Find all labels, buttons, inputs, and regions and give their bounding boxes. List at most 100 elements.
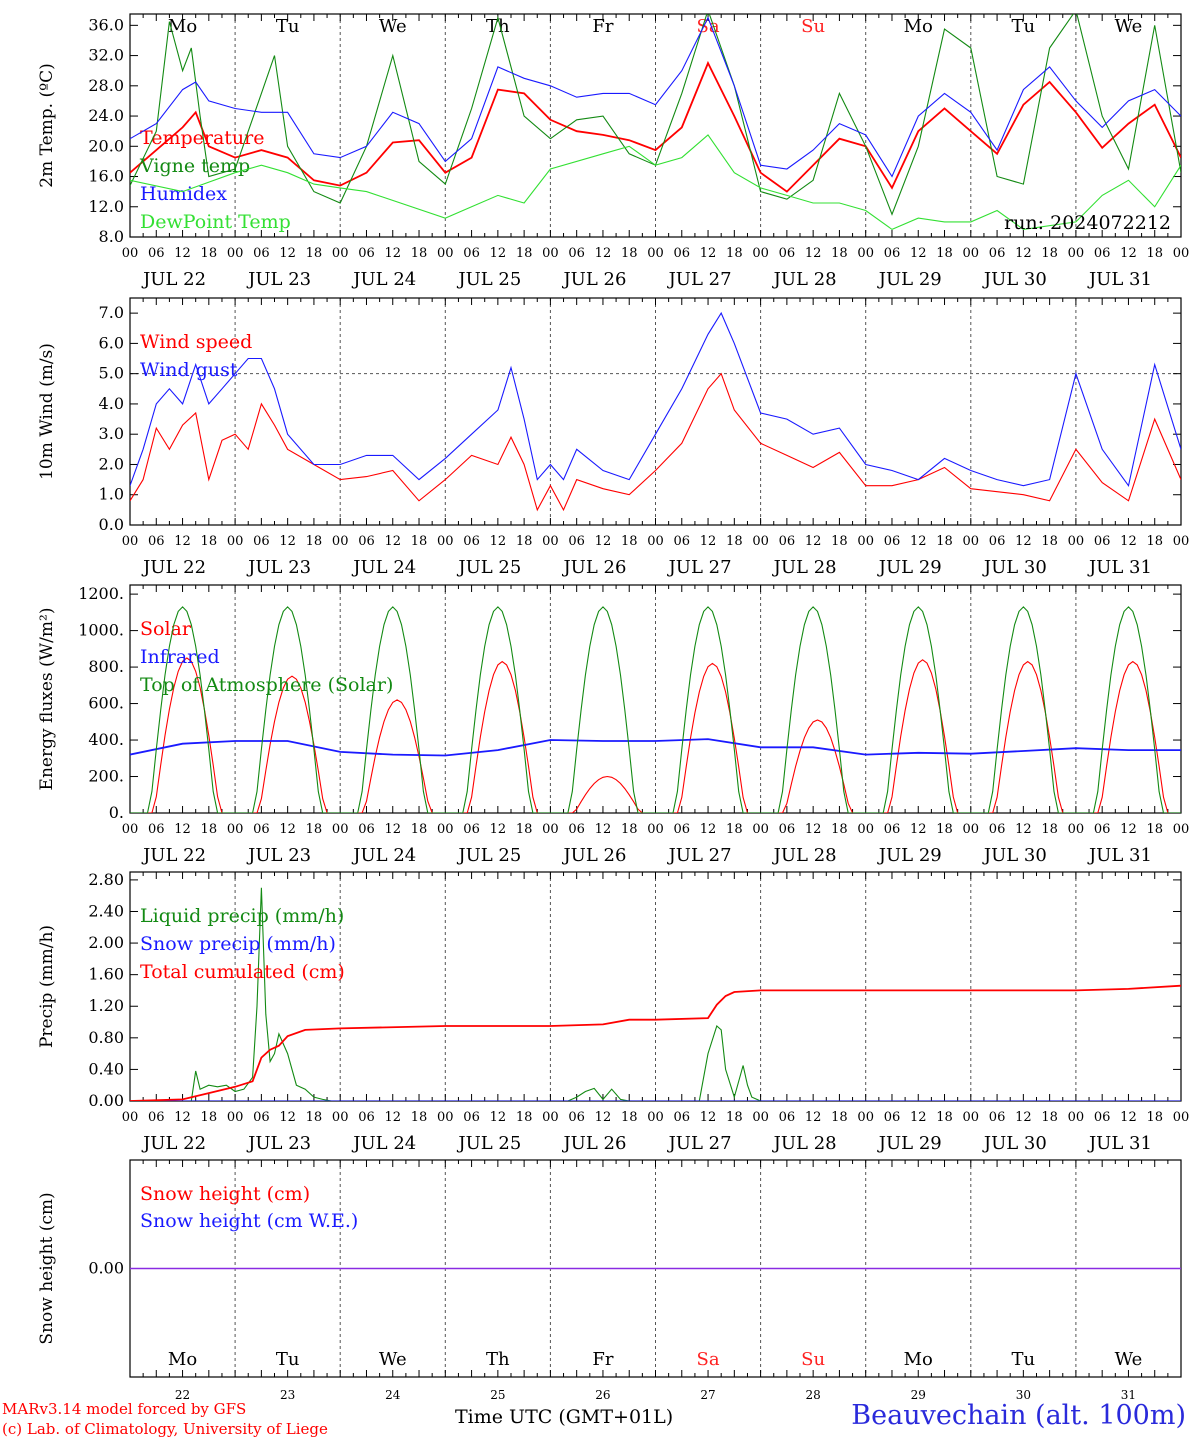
y-axis-label: Snow height (cm) <box>37 1192 57 1344</box>
hour-tick-label: 06 <box>148 534 165 549</box>
y-tick-label: 0.80 <box>88 1028 124 1047</box>
hour-tick-label: 18 <box>831 534 848 549</box>
hour-tick-label: 06 <box>674 534 691 549</box>
y-tick-label: 1.60 <box>88 965 124 984</box>
hour-tick-label: 06 <box>463 246 480 261</box>
series-line <box>130 738 1181 757</box>
legend-entry: Vigne temp <box>139 155 250 177</box>
hour-tick-label: 12 <box>174 246 191 261</box>
hour-tick-label: 00 <box>227 1110 244 1125</box>
hour-tick-label: 18 <box>726 246 743 261</box>
legend-entry: Infrared <box>140 646 220 668</box>
legend-entry: Total cumulated (cm) <box>140 961 345 983</box>
hour-tick-label: 12 <box>1120 822 1137 837</box>
day-name-label: Fr <box>592 16 613 37</box>
hour-tick-label: 18 <box>516 246 533 261</box>
day-name-label: Sa <box>697 16 720 37</box>
hour-tick-label: 12 <box>595 246 612 261</box>
hour-tick-label: 12 <box>700 534 717 549</box>
hour-tick-label: 00 <box>752 1110 769 1125</box>
date-label: JUL 27 <box>667 557 732 578</box>
hour-tick-label: 00 <box>647 534 664 549</box>
hour-tick-label: 06 <box>148 246 165 261</box>
day-name-label: Tu <box>276 1349 300 1370</box>
y-tick-label: 4.0 <box>99 394 124 413</box>
day-name-label: Tu <box>276 16 300 37</box>
day-name-label: Mo <box>168 16 197 37</box>
date-label: JUL 26 <box>561 557 626 578</box>
hour-tick-label: 18 <box>516 1110 533 1125</box>
hour-tick-label: 00 <box>437 246 454 261</box>
hour-tick-label: 06 <box>779 822 796 837</box>
series-line <box>130 60 1181 193</box>
hour-tick-label: 12 <box>805 1110 822 1125</box>
y-tick-label: 600. <box>88 694 124 713</box>
day-number-label: 26 <box>595 1388 610 1402</box>
hour-tick-label: 00 <box>542 246 559 261</box>
day-name-label: Fr <box>592 1349 613 1370</box>
hour-tick-label: 18 <box>1146 246 1163 261</box>
hour-tick-label: 06 <box>989 246 1006 261</box>
hour-tick-label: 00 <box>227 246 244 261</box>
hour-tick-label: 18 <box>621 1110 638 1125</box>
day-number-label: 22 <box>175 1388 190 1402</box>
day-name-label: We <box>379 1349 407 1370</box>
hour-tick-label: 06 <box>884 1110 901 1125</box>
hour-tick-label: 00 <box>1068 246 1085 261</box>
hour-tick-label: 12 <box>279 246 296 261</box>
y-axis-label: 2m Temp. (ºC) <box>37 63 57 188</box>
y-tick-label: 2.0 <box>99 454 124 473</box>
hour-tick-label: 12 <box>174 822 191 837</box>
hour-tick-label: 00 <box>963 1110 980 1125</box>
hour-tick-label: 00 <box>437 534 454 549</box>
y-tick-label: 36.0 <box>88 15 124 34</box>
series-line <box>130 657 1181 813</box>
hour-tick-label: 12 <box>595 534 612 549</box>
hour-tick-label: 00 <box>437 822 454 837</box>
hour-tick-label: 12 <box>490 246 507 261</box>
date-label: JUL 25 <box>456 557 521 578</box>
date-label: JUL 29 <box>877 845 942 866</box>
date-label: JUL 23 <box>246 1133 311 1154</box>
hour-tick-label: 00 <box>332 822 349 837</box>
hour-tick-label: 12 <box>700 822 717 837</box>
hour-tick-label: 06 <box>1094 534 1111 549</box>
date-label: JUL 30 <box>982 269 1047 290</box>
hour-tick-label: 00 <box>857 1110 874 1125</box>
hour-tick-label: 06 <box>253 534 270 549</box>
day-name-label: We <box>1115 16 1143 37</box>
hour-tick-label: 00 <box>122 822 139 837</box>
hour-tick-label: 18 <box>201 1110 218 1125</box>
date-label: JUL 25 <box>456 845 521 866</box>
series-line <box>130 606 1181 813</box>
date-label: JUL 31 <box>1087 1133 1152 1154</box>
day-number-label: 23 <box>280 1388 295 1402</box>
day-number-label: 24 <box>385 1388 401 1402</box>
hour-tick-label: 18 <box>621 534 638 549</box>
y-tick-label: 7.0 <box>99 303 124 322</box>
hour-tick-label: 18 <box>1041 246 1058 261</box>
credit-lab: (c) Lab. of Climatology, University of L… <box>2 1420 328 1438</box>
y-tick-label: 28.0 <box>88 76 124 95</box>
date-label: JUL 23 <box>246 269 311 290</box>
date-label: JUL 30 <box>982 557 1047 578</box>
credit-model: MARv3.14 model forced by GFS <box>2 1400 247 1418</box>
date-label: JUL 22 <box>141 269 206 290</box>
hour-tick-label: 06 <box>1094 246 1111 261</box>
hour-tick-label: 18 <box>621 822 638 837</box>
legend-entry: Liquid precip (mm/h) <box>140 905 344 927</box>
series-line <box>130 16 1181 178</box>
day-name-label: Tu <box>1012 1349 1036 1370</box>
hour-tick-label: 12 <box>1015 534 1032 549</box>
legend-entry: Wind speed <box>140 331 252 353</box>
hour-tick-label: 00 <box>1068 534 1085 549</box>
y-tick-label: 800. <box>88 657 124 676</box>
hour-tick-label: 12 <box>174 534 191 549</box>
hour-tick-label: 00 <box>857 534 874 549</box>
station-name: Beauvechain (alt. 100m) <box>851 1400 1186 1431</box>
hour-tick-label: 06 <box>568 822 585 837</box>
hour-tick-label: 18 <box>831 822 848 837</box>
day-number-label: 30 <box>1016 1388 1031 1402</box>
hour-tick-label: 18 <box>1041 822 1058 837</box>
date-label: JUL 24 <box>351 557 416 578</box>
